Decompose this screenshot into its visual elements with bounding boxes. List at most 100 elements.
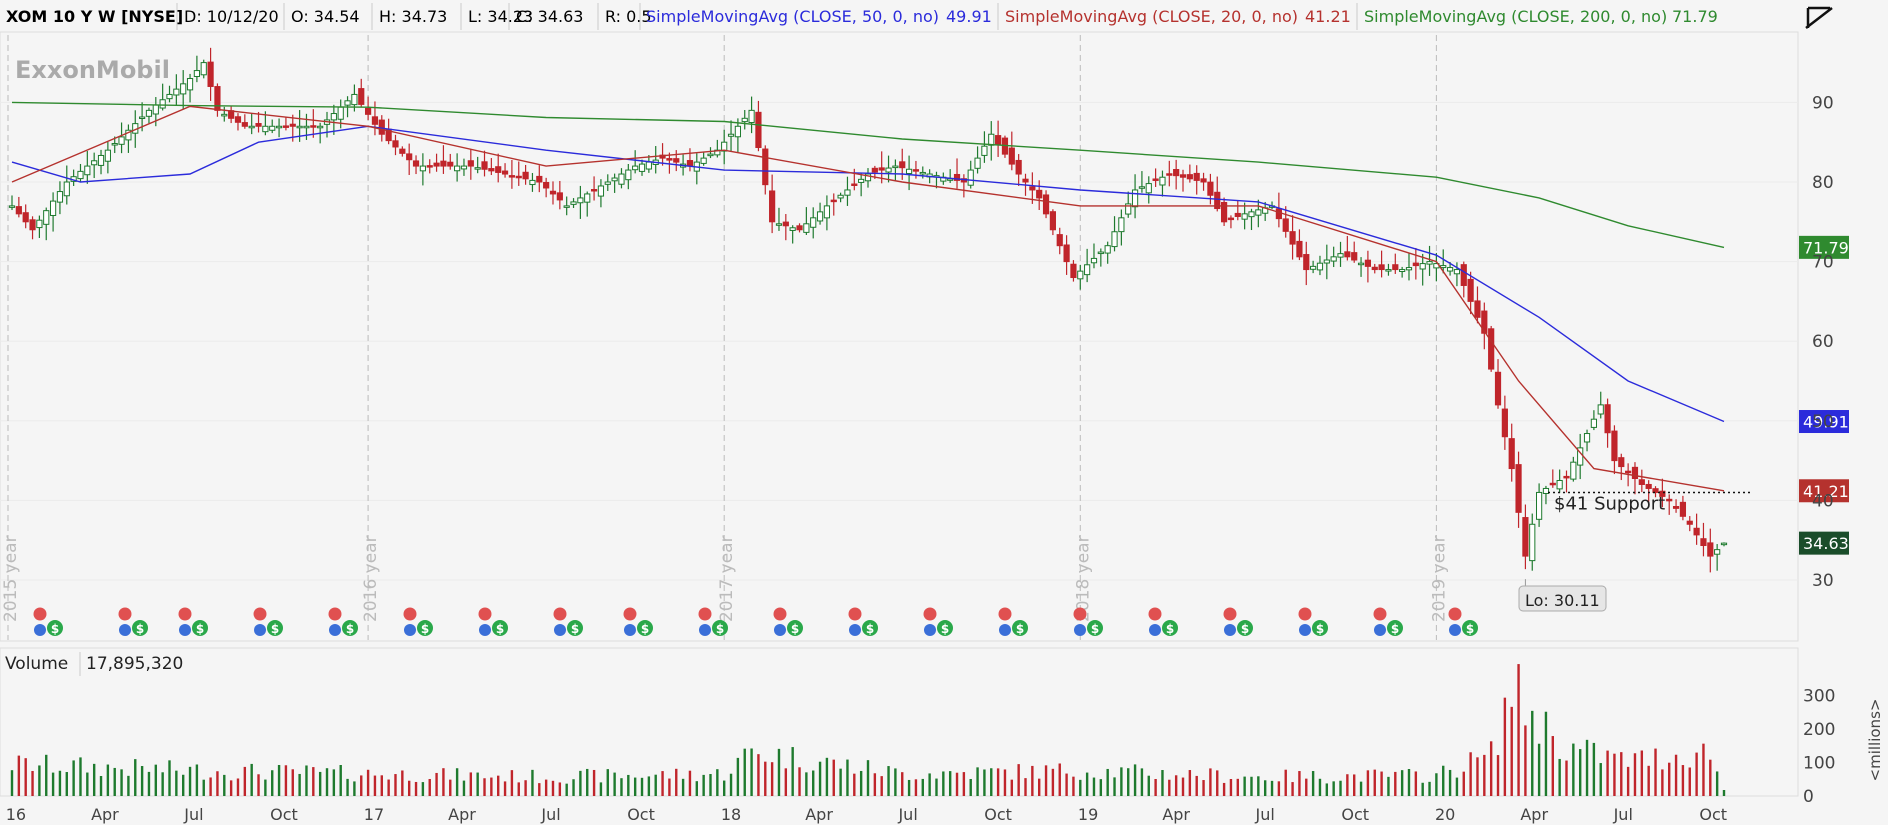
volume-bar <box>647 776 651 796</box>
volume-bar <box>257 774 260 796</box>
dividend-icon[interactable]: $ <box>328 607 359 637</box>
dividend-icon[interactable]: $ <box>1223 607 1254 637</box>
sma50-legend-label[interactable]: SimpleMovingAvg (CLOSE, 50, 0, no) <box>646 7 939 26</box>
volume-bar <box>887 766 890 796</box>
price-candle <box>1316 255 1324 276</box>
price-candle <box>851 168 858 191</box>
volume-bar <box>907 779 911 796</box>
volume-bar <box>1407 769 1411 796</box>
dividend-icon[interactable]: $ <box>178 607 209 637</box>
price-candle <box>1700 522 1707 557</box>
dividend-icon[interactable]: $ <box>553 607 584 637</box>
volume-unit-label: <millions> <box>1866 699 1884 782</box>
dividend-icon[interactable]: $ <box>1148 607 1179 637</box>
sma20-legend-label[interactable]: SimpleMovingAvg (CLOSE, 20, 0, no) <box>1005 7 1298 26</box>
dividend-icon[interactable]: $ <box>118 607 149 637</box>
volume-bar <box>38 765 41 796</box>
volume-bar <box>79 757 82 796</box>
svg-text:$: $ <box>346 622 354 636</box>
price-candle <box>604 174 611 191</box>
dividend-icon[interactable]: $ <box>848 607 879 637</box>
dividend-icon[interactable]: $ <box>33 607 64 637</box>
price-candle <box>488 158 495 176</box>
price-candle <box>1303 241 1310 286</box>
volume-bar <box>969 778 972 796</box>
year-separator-label: 2018 year <box>1073 535 1093 622</box>
volume-bar <box>928 773 931 796</box>
dividend-icon[interactable]: $ <box>403 607 434 637</box>
volume-bar <box>1263 780 1267 796</box>
volume-bar <box>182 774 185 796</box>
price-tick-label: 50 <box>1812 412 1834 432</box>
volume-bar <box>777 748 781 796</box>
price-candle <box>1077 264 1084 290</box>
volume-bar <box>551 780 555 796</box>
volume-bar <box>414 781 418 796</box>
volume-bar <box>175 770 178 796</box>
volume-bar <box>106 764 110 796</box>
dividend-icon[interactable]: $ <box>253 607 284 637</box>
company-watermark: ExxonMobil <box>15 56 170 84</box>
volume-bar <box>1325 783 1329 796</box>
volume-bar <box>1133 764 1137 796</box>
price-candle <box>1659 478 1666 508</box>
price-candle <box>1337 241 1344 267</box>
time-tick-label: 20 <box>1435 805 1455 824</box>
dividend-icon[interactable]: $ <box>998 607 1029 637</box>
dividend-icon[interactable]: $ <box>478 607 509 637</box>
dividend-icon[interactable]: $ <box>923 607 954 637</box>
volume-bar <box>1188 770 1192 796</box>
price-candle <box>1672 499 1680 513</box>
sma200-price-tag <box>1799 235 1849 259</box>
volume-bar <box>894 768 897 796</box>
symbol-label[interactable]: XOM 10 Y W [NYSE] <box>6 7 183 26</box>
price-candle <box>364 96 372 121</box>
volume-bar <box>168 760 171 796</box>
volume-bar <box>517 782 520 796</box>
dividend-icon[interactable]: $ <box>1298 607 1329 637</box>
time-tick-label: 19 <box>1078 805 1098 824</box>
volume-bar <box>236 778 240 796</box>
sma200-legend-label[interactable]: SimpleMovingAvg (CLOSE, 200, 0, no) <box>1364 7 1667 26</box>
price-candle <box>118 122 125 154</box>
dividend-icon[interactable]: $ <box>1448 607 1479 637</box>
volume-bar <box>976 767 979 796</box>
svg-text:$: $ <box>496 622 504 636</box>
time-tick-label: Apr <box>805 805 833 824</box>
price-candle <box>426 159 433 174</box>
dividend-icon[interactable]: $ <box>1073 607 1104 637</box>
volume-bar <box>503 781 507 796</box>
dividend-icon[interactable]: $ <box>773 607 804 637</box>
svg-text:$: $ <box>941 622 949 636</box>
svg-text:$: $ <box>1241 622 1249 636</box>
price-candle <box>1193 165 1200 195</box>
svg-text:$: $ <box>571 622 579 636</box>
volume-bar <box>633 777 637 796</box>
price-candle <box>775 207 783 231</box>
volume-bar <box>209 777 212 796</box>
volume-bar <box>195 764 199 796</box>
volume-bar <box>1394 771 1397 796</box>
sma20-legend-value: 41.21 <box>1305 7 1351 26</box>
price-candle <box>29 216 36 240</box>
volume-bar <box>743 748 746 796</box>
volume-bar <box>250 763 253 796</box>
price-candle <box>953 158 961 189</box>
volume-bar <box>1469 752 1472 796</box>
volume-bar <box>332 769 336 796</box>
volume-bar <box>681 778 685 796</box>
price-candle <box>406 143 413 175</box>
svg-text:$: $ <box>1391 622 1399 636</box>
volume-bar <box>1168 779 1171 796</box>
price-candle <box>474 156 481 174</box>
dividend-icon[interactable]: $ <box>698 607 729 637</box>
drawing-tool-icon[interactable] <box>1804 2 1834 32</box>
price-candle <box>412 155 420 175</box>
volume-bar <box>565 783 568 796</box>
svg-text:$: $ <box>1316 622 1324 636</box>
dividend-icon[interactable]: $ <box>1373 607 1404 637</box>
price-candle <box>1597 391 1604 419</box>
price-candle <box>111 136 118 154</box>
dividend-icon[interactable]: $ <box>623 607 654 637</box>
price-tick-label: 70 <box>1812 253 1834 273</box>
